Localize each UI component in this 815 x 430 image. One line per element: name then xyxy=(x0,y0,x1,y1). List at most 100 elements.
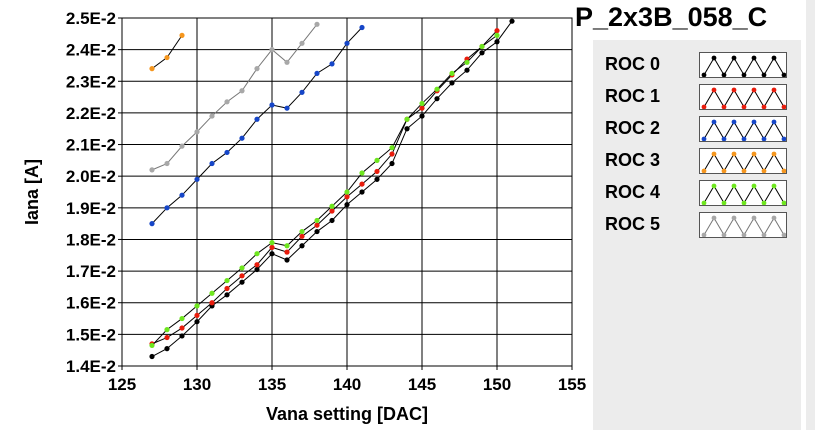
legend-item-roc3[interactable]: ROC 3 xyxy=(593,148,801,176)
series-roc-4 xyxy=(149,32,500,349)
data-point xyxy=(464,59,470,65)
data-point xyxy=(164,327,170,333)
legend-swatch-roc2 xyxy=(699,116,787,142)
data-point xyxy=(254,66,260,72)
y-tick-label: 1.8E-2 xyxy=(66,230,116,249)
data-point xyxy=(314,222,320,228)
legend-marker xyxy=(731,119,737,125)
data-point xyxy=(149,353,155,360)
data-point xyxy=(284,105,290,111)
series-roc-0 xyxy=(149,18,515,360)
legend-item-roc1[interactable]: ROC 1 xyxy=(593,84,801,112)
data-point xyxy=(329,61,335,67)
y-tick-label: 2.4E-2 xyxy=(66,41,116,60)
legend-item-roc2[interactable]: ROC 2 xyxy=(593,116,801,144)
legend-marker xyxy=(701,72,707,77)
y-tick-label: 1.7E-2 xyxy=(66,262,116,281)
data-point xyxy=(284,59,290,65)
legend-marker xyxy=(711,119,717,125)
data-point xyxy=(269,244,275,250)
data-point xyxy=(224,99,230,105)
data-point xyxy=(434,86,440,92)
legend-marker xyxy=(761,136,767,141)
data-point xyxy=(164,160,170,167)
panel-title: P_2x3B_058_C xyxy=(575,2,768,32)
data-point xyxy=(179,333,185,339)
data-point xyxy=(314,70,320,76)
data-point xyxy=(194,303,200,309)
data-point xyxy=(224,285,230,292)
legend-line xyxy=(703,121,785,140)
data-point xyxy=(329,217,335,224)
x-tick-label: 125 xyxy=(108,375,136,394)
legend-marker xyxy=(771,87,777,93)
legend-label: ROC 1 xyxy=(605,86,661,106)
data-point xyxy=(359,181,365,187)
legend-marker xyxy=(721,72,727,77)
legend-line xyxy=(703,89,785,108)
data-point xyxy=(389,151,395,157)
y-tick-label: 2.5E-2 xyxy=(66,9,116,28)
legend-marker xyxy=(741,232,747,237)
legend-marker xyxy=(781,232,786,237)
chart: 125 130 135 140 145 150 155 1.4E-2 1.5E-2 1.6E-2 1… xyxy=(22,9,586,424)
legend-swatch-roc1 xyxy=(699,84,787,110)
legend-marker xyxy=(771,119,777,125)
data-point xyxy=(479,50,485,56)
legend-marker xyxy=(711,151,717,157)
data-point xyxy=(299,89,305,95)
data-point xyxy=(209,290,215,296)
series-roc-3 xyxy=(149,32,185,72)
data-point xyxy=(224,292,230,298)
legend-item-roc5[interactable]: ROC 5 xyxy=(593,212,801,240)
legend-label: ROC 2 xyxy=(605,118,661,138)
legend-marker xyxy=(721,136,727,141)
y-tick-label: 1.5E-2 xyxy=(66,325,116,344)
data-point xyxy=(299,228,305,235)
legend-swatch-roc0 xyxy=(699,52,787,78)
data-point xyxy=(179,32,185,39)
data-point xyxy=(209,160,215,167)
x-axis-label: Vana setting [DAC] xyxy=(266,404,428,424)
data-point xyxy=(164,54,170,61)
legend-marker xyxy=(701,168,707,173)
data-point xyxy=(449,80,455,86)
legend-item-roc4[interactable]: ROC 4 xyxy=(593,180,801,208)
legend-label: ROC 3 xyxy=(605,150,661,170)
data-point xyxy=(449,70,455,76)
data-point xyxy=(494,39,500,45)
legend-marker xyxy=(701,104,707,109)
data-point xyxy=(269,102,275,108)
data-point xyxy=(254,262,260,268)
y-tick-label: 2.2E-2 xyxy=(66,104,116,123)
legend-marker xyxy=(761,232,767,237)
data-point xyxy=(494,32,500,39)
data-point xyxy=(329,203,335,209)
legend-line xyxy=(703,185,785,204)
legend-marker xyxy=(721,232,727,237)
data-point xyxy=(194,319,200,325)
data-point xyxy=(179,192,185,198)
data-point xyxy=(179,315,185,322)
series-roc-1 xyxy=(149,28,500,347)
legend-marker xyxy=(711,215,717,221)
legend-marker xyxy=(781,168,786,173)
legend-marker xyxy=(751,87,757,93)
legend-item-roc0[interactable]: ROC 0 xyxy=(593,52,801,80)
data-point xyxy=(149,167,155,173)
data-point xyxy=(209,300,215,306)
legend-marker xyxy=(751,183,757,189)
legend-marker xyxy=(781,104,786,109)
data-point xyxy=(404,116,410,122)
data-point xyxy=(284,249,290,255)
legend-label: ROC 0 xyxy=(605,54,661,74)
data-point xyxy=(314,21,320,27)
legend: ROC 0 ROC 1 ROC 2 ROC 3 ROC 4 ROC 5 xyxy=(593,40,801,430)
legend-marker xyxy=(731,87,737,93)
data-point xyxy=(344,202,350,208)
legend-marker xyxy=(761,168,767,173)
legend-marker xyxy=(751,151,757,157)
legend-marker xyxy=(731,55,737,61)
y-tick-label: 1.6E-2 xyxy=(66,294,116,313)
legend-marker xyxy=(781,136,786,141)
